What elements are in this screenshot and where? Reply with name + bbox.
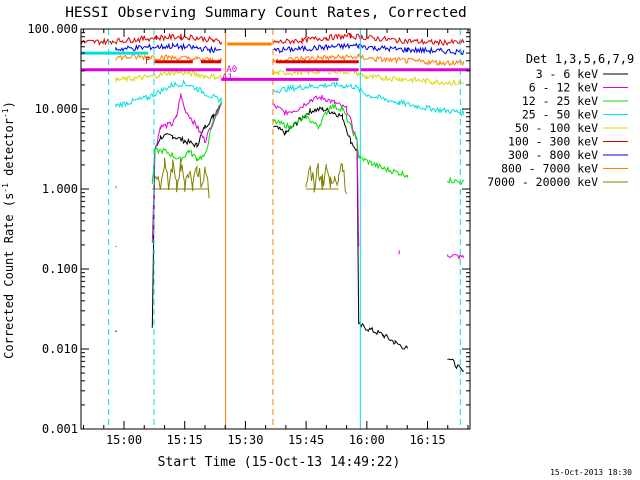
flag-annotation: A1 xyxy=(222,73,233,83)
legend-entry-label: 7000 - 20000 keV xyxy=(487,175,598,189)
x-tick-label: 15:15 xyxy=(167,433,203,447)
series-line-2 xyxy=(115,93,465,261)
series-line-8 xyxy=(115,53,465,67)
legend-entry-label: 6 - 12 keV xyxy=(529,81,598,95)
y-tick-label: 1.000 xyxy=(42,182,78,196)
y-tick-label: 0.100 xyxy=(42,262,78,276)
y-tick-label: 100.000 xyxy=(27,22,78,36)
legend-entry-label: 3 - 6 keV xyxy=(536,67,598,81)
series-line-9 xyxy=(154,157,348,199)
y-tick-label: 0.010 xyxy=(42,342,78,356)
chart-title: HESSI Observing Summary Count Rates, Cor… xyxy=(65,5,467,21)
legend-entry-label: 50 - 100 keV xyxy=(515,121,598,135)
legend-entry-label: 300 - 800 keV xyxy=(508,148,598,162)
x-axis-label: Start Time (15-Oct-13 14:49:22) xyxy=(158,455,401,470)
flag-annotation: F xyxy=(145,57,150,67)
series-line-7 xyxy=(115,41,465,56)
legend-entry-label: 25 - 50 keV xyxy=(522,108,598,122)
x-tick-label: 15:30 xyxy=(227,433,263,447)
axes-frame xyxy=(80,28,471,430)
legend-entry-label: 100 - 300 keV xyxy=(508,135,598,149)
y-axis-label: Corrected Count Rate (s-1 detector-1) xyxy=(1,101,16,359)
series-line-6 xyxy=(80,32,465,47)
legend-title: Det 1,3,5,6,7,9 xyxy=(526,52,634,66)
y-axis: 100.000 10.000 1.000 0.100 0.010 0.001 xyxy=(27,22,470,436)
x-tick-label: 16:00 xyxy=(349,433,385,447)
x-tick-label: 15:45 xyxy=(288,433,324,447)
x-axis: 15:00 15:15 15:30 15:45 16:00 16:15 xyxy=(83,29,469,447)
series-line-1 xyxy=(115,103,465,373)
x-tick-label: 16:15 xyxy=(409,433,445,447)
x-tick-label: 15:00 xyxy=(106,433,142,447)
series-line-3 xyxy=(115,101,465,189)
footer-date: 15-Oct-2013 18:30 xyxy=(550,468,632,477)
series-line-4 xyxy=(115,79,465,117)
legend-entry-label: 800 - 7000 keV xyxy=(501,162,598,176)
flag-annotation: A0 xyxy=(226,65,237,75)
y-tick-label: 0.001 xyxy=(42,422,78,436)
y-tick-label: 10.000 xyxy=(35,102,78,116)
legend-entry-label: 12 - 25 keV xyxy=(522,94,598,108)
